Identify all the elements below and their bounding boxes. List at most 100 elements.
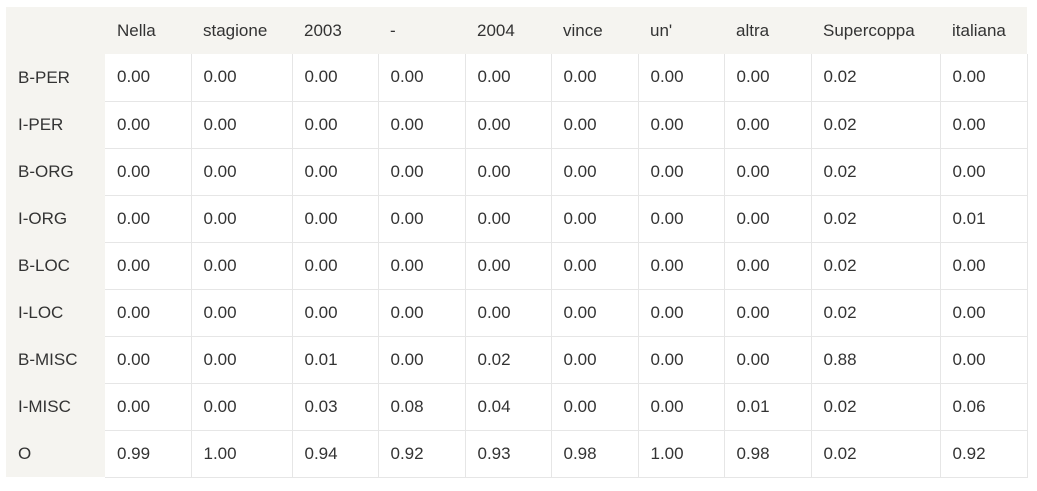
table-cell: 0.00 (292, 242, 379, 290)
table-cell: 0.00 (378, 54, 466, 102)
table-cell: 0.00 (551, 242, 639, 290)
table-cell: 0.00 (940, 101, 1028, 149)
table-cell: 0.00 (638, 54, 725, 102)
table-cell: 0.01 (940, 195, 1028, 243)
column-header: Nella (105, 7, 191, 54)
table-cell: 0.02 (811, 430, 941, 478)
table-cell: 0.00 (940, 242, 1028, 290)
table-cell: 0.88 (811, 336, 941, 384)
table-cell: 0.00 (551, 195, 639, 243)
table-cell: 0.00 (191, 383, 293, 431)
table-cell: 0.00 (465, 242, 552, 290)
table-cell: 0.00 (551, 101, 639, 149)
table-cell: 0.00 (724, 101, 812, 149)
column-header: vince (551, 7, 638, 54)
row-label: B-PER (6, 54, 105, 101)
table-cell: 0.01 (724, 383, 812, 431)
table-cell: 0.00 (378, 148, 466, 196)
table-cell: 0.00 (292, 195, 379, 243)
table-cell: 0.98 (724, 430, 812, 478)
row-label: O (6, 430, 105, 477)
table-cell: 0.00 (724, 54, 812, 102)
table-cell: 0.00 (105, 383, 192, 431)
table-cell: 0.00 (638, 336, 725, 384)
column-header: altra (724, 7, 811, 54)
table-row: I-PER 0.00 0.00 0.00 0.00 0.00 0.00 0.00 0.00 0.0… (6, 101, 1028, 149)
probability-table-container: Nella stagione 2003-2004 vince un' altra Super… (6, 7, 1028, 478)
table-cell: 0.00 (378, 101, 466, 149)
table-cell: 0.00 (940, 336, 1028, 384)
table-cell: 0.00 (551, 336, 639, 384)
table-cell: 0.00 (465, 101, 552, 149)
table-cell: 0.00 (724, 242, 812, 290)
row-label: B-LOC (6, 242, 105, 289)
table-cell: 0.00 (105, 101, 192, 149)
table-cell: 0.94 (292, 430, 379, 478)
corner-cell (6, 7, 105, 54)
table-cell: 0.00 (724, 336, 812, 384)
column-header: 2004 (465, 7, 551, 54)
table-cell: 0.00 (465, 289, 552, 337)
row-label: I-LOC (6, 289, 105, 336)
row-label: I-PER (6, 101, 105, 148)
table-cell: 0.08 (378, 383, 466, 431)
table-cell: 0.00 (378, 289, 466, 337)
table-cell: 0.00 (638, 383, 725, 431)
row-label: B-MISC (6, 336, 105, 383)
table-cell: 0.00 (105, 54, 192, 102)
table-cell: 0.02 (811, 54, 941, 102)
table-cell: 0.00 (105, 195, 192, 243)
table-cell: 0.02 (811, 148, 941, 196)
column-header: stagione (191, 7, 292, 54)
table-row: B-MISC 0.00 0.00 0.01 0.00 0.02 0.00 0.00 0.00 0.… (6, 336, 1028, 384)
table-cell: 0.00 (940, 54, 1028, 102)
table-cell: 0.00 (105, 148, 192, 196)
table-cell: 0.00 (940, 289, 1028, 337)
table-row: I-ORG 0.00 0.00 0.00 0.00 0.00 0.00 0.00 0.00 0.0… (6, 195, 1028, 243)
table-row: B-PER 0.00 0.00 0.00 0.00 0.00 0.00 0.00 0.00 0.0… (6, 54, 1028, 102)
table-cell: 0.00 (638, 289, 725, 337)
table-cell: 0.01 (292, 336, 379, 384)
table-cell: 0.00 (551, 289, 639, 337)
table-cell: 0.00 (551, 148, 639, 196)
table-cell: 0.00 (638, 101, 725, 149)
table-cell: 0.00 (191, 289, 293, 337)
table-cell: 0.00 (191, 101, 293, 149)
table-cell: 0.00 (465, 148, 552, 196)
column-header: - (378, 7, 465, 54)
table-cell: 0.04 (465, 383, 552, 431)
table-cell: 0.06 (940, 383, 1028, 431)
table-cell: 0.93 (465, 430, 552, 478)
table-row: B-ORG 0.00 0.00 0.00 0.00 0.00 0.00 0.00 0.00 0.0… (6, 148, 1028, 196)
table-cell: 0.92 (940, 430, 1028, 478)
column-header: un' (638, 7, 724, 54)
table-cell: 1.00 (638, 430, 725, 478)
table-body: B-PER 0.00 0.00 0.00 0.00 0.00 0.00 0.00 0.00 0.0… (6, 54, 1028, 478)
table-cell: 0.00 (292, 289, 379, 337)
table-cell: 0.00 (378, 195, 466, 243)
table-row: I-LOC 0.00 0.00 0.00 0.00 0.00 0.00 0.00 0.00 0.0… (6, 289, 1028, 337)
table-cell: 0.99 (105, 430, 192, 478)
table-cell: 0.98 (551, 430, 639, 478)
table-cell: 0.00 (191, 195, 293, 243)
table-cell: 0.02 (811, 242, 941, 290)
table-cell: 0.00 (638, 148, 725, 196)
table-cell: 0.00 (724, 195, 812, 243)
table-cell: 0.02 (811, 383, 941, 431)
column-header: Supercoppa (811, 7, 940, 54)
table-cell: 0.00 (638, 195, 725, 243)
table-cell: 0.00 (724, 148, 812, 196)
table-row: O 0.99 1.00 0.94 0.92 0.93 0.98 1.00 0.98 0.02 0.9… (6, 430, 1028, 478)
column-header: 2003 (292, 7, 378, 54)
table-cell: 0.00 (378, 336, 466, 384)
table-cell: 0.02 (811, 101, 941, 149)
probability-table: Nella stagione 2003-2004 vince un' altra Super… (6, 7, 1028, 478)
table-cell: 0.00 (191, 54, 293, 102)
column-header: italiana (940, 7, 1027, 54)
table-cell: 0.00 (292, 101, 379, 149)
table-cell: 0.02 (811, 195, 941, 243)
table-cell: 0.00 (105, 242, 192, 290)
table-cell: 0.03 (292, 383, 379, 431)
table-cell: 0.00 (191, 148, 293, 196)
table-row: I-MISC 0.00 0.00 0.03 0.08 0.04 0.00 0.00 0.01 0.… (6, 383, 1028, 431)
